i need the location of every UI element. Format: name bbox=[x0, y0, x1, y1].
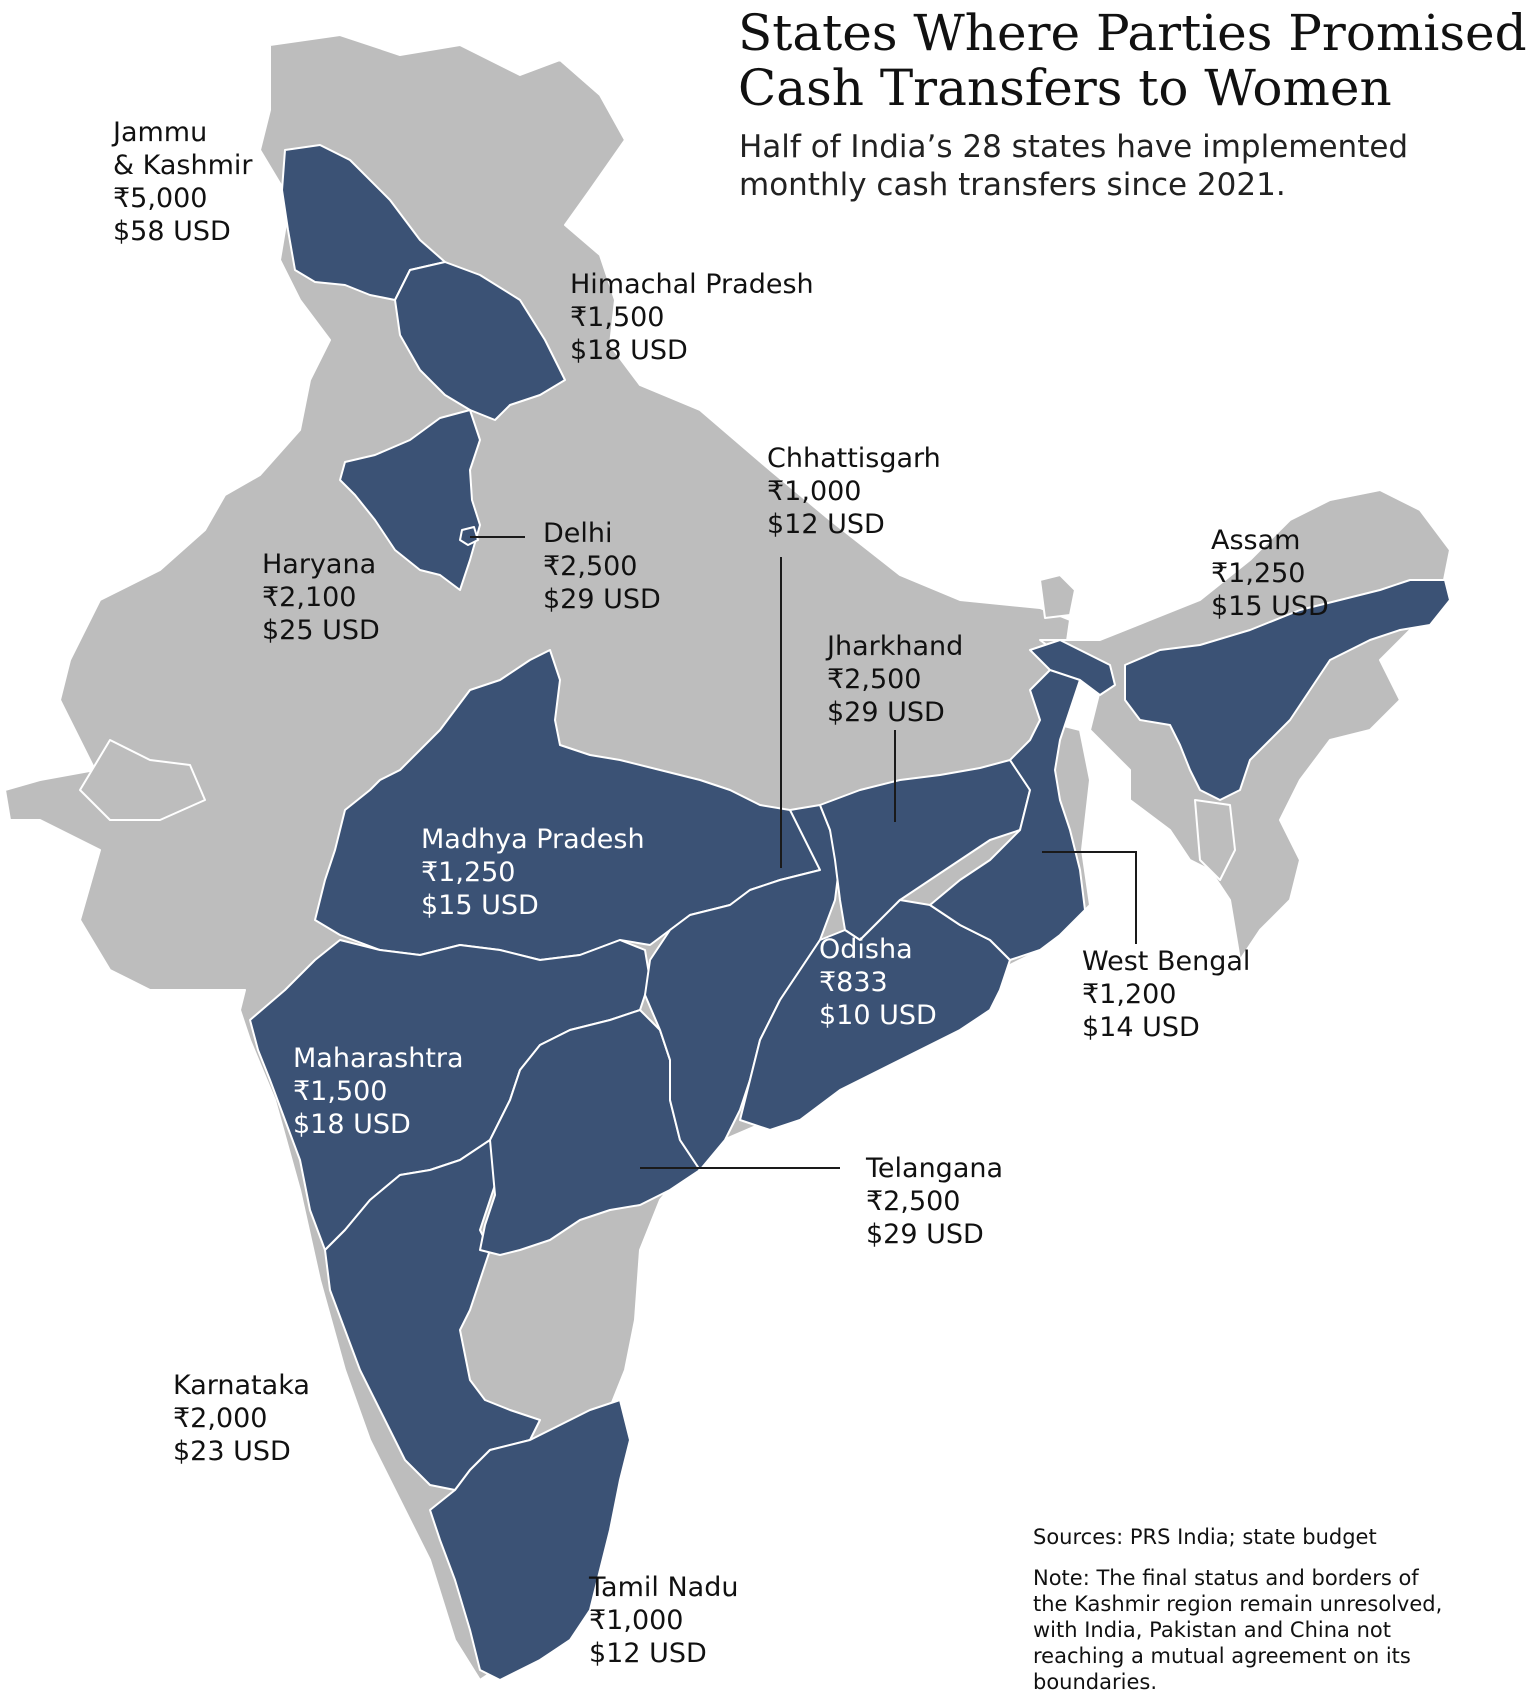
map-subtitle: Half of India’s 28 states have implement… bbox=[739, 128, 1529, 204]
label-haryana-name: Haryana bbox=[262, 549, 377, 580]
sources-text: Sources: PRS India; state budget bbox=[1033, 1525, 1377, 1549]
state-west-bengal bbox=[929, 639, 1116, 961]
label-tamil-nadu-usd: $12 USD bbox=[589, 1638, 707, 1669]
label-jharkhand-usd: $29 USD bbox=[827, 697, 945, 728]
label-jharkhand: Jharkhand ₹2,500 $29 USD bbox=[827, 630, 963, 729]
highlighted-states bbox=[249, 144, 1451, 1681]
label-karnataka-name: Karnataka bbox=[173, 1370, 310, 1401]
leader-west-bengal bbox=[1042, 851, 1137, 944]
label-maharashtra-inr: ₹1,500 bbox=[293, 1076, 388, 1107]
label-karnataka-inr: ₹2,000 bbox=[173, 1403, 268, 1434]
label-west-bengal-inr: ₹1,200 bbox=[1082, 979, 1177, 1010]
label-madhya-pradesh-name: Madhya Pradesh bbox=[421, 824, 645, 855]
leader-lines bbox=[470, 536, 1137, 1169]
state-himachal-pradesh bbox=[394, 261, 566, 421]
label-madhya-pradesh-usd: $15 USD bbox=[421, 890, 539, 921]
label-odisha-inr: ₹833 bbox=[819, 967, 888, 998]
state-assam bbox=[1124, 579, 1451, 801]
label-maharashtra-usd: $18 USD bbox=[293, 1109, 411, 1140]
note-line-1: Note: The final status and borders of bbox=[1033, 1566, 1419, 1590]
label-telangana-inr: ₹2,500 bbox=[866, 1186, 961, 1217]
label-haryana: Haryana ₹2,100 $25 USD bbox=[262, 548, 380, 647]
state-tamil-nadu bbox=[429, 1399, 631, 1681]
tripura-base bbox=[1194, 799, 1236, 881]
note-text: Note: The final status and borders of th… bbox=[1033, 1565, 1533, 1695]
label-chhattisgarh-name: Chhattisgarh bbox=[767, 443, 941, 474]
rajasthan-gujarat-west-base bbox=[79, 739, 206, 821]
state-delhi bbox=[459, 526, 479, 546]
label-telangana: Telangana ₹2,500 $29 USD bbox=[866, 1152, 1003, 1251]
label-odisha-name: Odisha bbox=[819, 934, 913, 965]
label-delhi-inr: ₹2,500 bbox=[543, 551, 638, 582]
label-jammu-kashmir-name-2: & Kashmir bbox=[113, 150, 253, 181]
title-line-2: Cash Transfers to Women bbox=[738, 59, 1392, 117]
label-west-bengal: West Bengal ₹1,200 $14 USD bbox=[1082, 945, 1250, 1044]
subtitle-line-2: monthly cash transfers since 2021. bbox=[739, 167, 1286, 203]
label-madhya-pradesh-inr: ₹1,250 bbox=[421, 857, 516, 888]
label-jammu-kashmir-usd: $58 USD bbox=[113, 216, 231, 247]
label-chhattisgarh: Chhattisgarh ₹1,000 $12 USD bbox=[767, 442, 941, 541]
label-jammu-kashmir-name-1: Jammu bbox=[113, 117, 208, 148]
label-assam: Assam ₹1,250 $15 USD bbox=[1211, 524, 1329, 623]
label-himachal-pradesh-usd: $18 USD bbox=[570, 335, 688, 366]
label-karnataka: Karnataka ₹2,000 $23 USD bbox=[173, 1369, 310, 1468]
note-line-5: boundaries. bbox=[1033, 1670, 1158, 1694]
state-karnataka bbox=[324, 1139, 541, 1491]
state-jharkhand bbox=[819, 759, 1031, 941]
label-odisha: Odisha ₹833 $10 USD bbox=[819, 933, 937, 1032]
label-chhattisgarh-usd: $12 USD bbox=[767, 509, 885, 540]
subtitle-line-1: Half of India’s 28 states have implement… bbox=[739, 129, 1409, 165]
label-west-bengal-usd: $14 USD bbox=[1082, 1012, 1200, 1043]
label-himachal-pradesh: Himachal Pradesh ₹1,500 $18 USD bbox=[570, 268, 814, 367]
label-jammu-kashmir: Jammu & Kashmir ₹5,000 $58 USD bbox=[113, 116, 253, 248]
label-himachal-pradesh-name: Himachal Pradesh bbox=[570, 269, 814, 300]
label-jharkhand-name: Jharkhand bbox=[827, 631, 964, 662]
label-jharkhand-inr: ₹2,500 bbox=[827, 664, 922, 695]
label-assam-inr: ₹1,250 bbox=[1211, 558, 1306, 589]
label-delhi-name: Delhi bbox=[543, 518, 613, 549]
note-line-4: reaching a mutual agreement on its bbox=[1033, 1644, 1411, 1668]
title-line-1: States Where Parties Promised bbox=[738, 4, 1527, 62]
label-tamil-nadu-name: Tamil Nadu bbox=[589, 1572, 739, 1603]
label-odisha-usd: $10 USD bbox=[819, 1000, 937, 1031]
label-west-bengal-name: West Bengal bbox=[1082, 946, 1251, 977]
label-maharashtra-name: Maharashtra bbox=[293, 1043, 464, 1074]
label-madhya-pradesh: Madhya Pradesh ₹1,250 $15 USD bbox=[421, 823, 645, 922]
label-karnataka-usd: $23 USD bbox=[173, 1436, 291, 1467]
state-chhattisgarh bbox=[644, 804, 841, 1171]
label-maharashtra: Maharashtra ₹1,500 $18 USD bbox=[293, 1042, 464, 1141]
label-delhi-usd: $29 USD bbox=[543, 584, 661, 615]
label-delhi: Delhi ₹2,500 $29 USD bbox=[543, 517, 661, 616]
label-jammu-kashmir-inr: ₹5,000 bbox=[113, 183, 208, 214]
sikkim-base bbox=[1039, 574, 1076, 619]
state-odisha bbox=[739, 899, 1011, 1131]
label-telangana-name: Telangana bbox=[866, 1153, 1004, 1184]
label-tamil-nadu: Tamil Nadu ₹1,000 $12 USD bbox=[589, 1571, 738, 1670]
label-assam-name: Assam bbox=[1211, 525, 1301, 556]
label-himachal-pradesh-inr: ₹1,500 bbox=[570, 302, 665, 333]
note-line-2: the Kashmir region remain unresolved, bbox=[1033, 1592, 1443, 1616]
map-title: States Where Parties Promised Cash Trans… bbox=[738, 6, 1528, 116]
label-haryana-usd: $25 USD bbox=[262, 615, 380, 646]
label-haryana-inr: ₹2,100 bbox=[262, 582, 357, 613]
note-line-3: with India, Pakistan and China not bbox=[1033, 1618, 1391, 1642]
label-tamil-nadu-inr: ₹1,000 bbox=[589, 1605, 684, 1636]
label-chhattisgarh-inr: ₹1,000 bbox=[767, 476, 862, 507]
label-assam-usd: $15 USD bbox=[1211, 591, 1329, 622]
label-telangana-usd: $29 USD bbox=[866, 1219, 984, 1250]
